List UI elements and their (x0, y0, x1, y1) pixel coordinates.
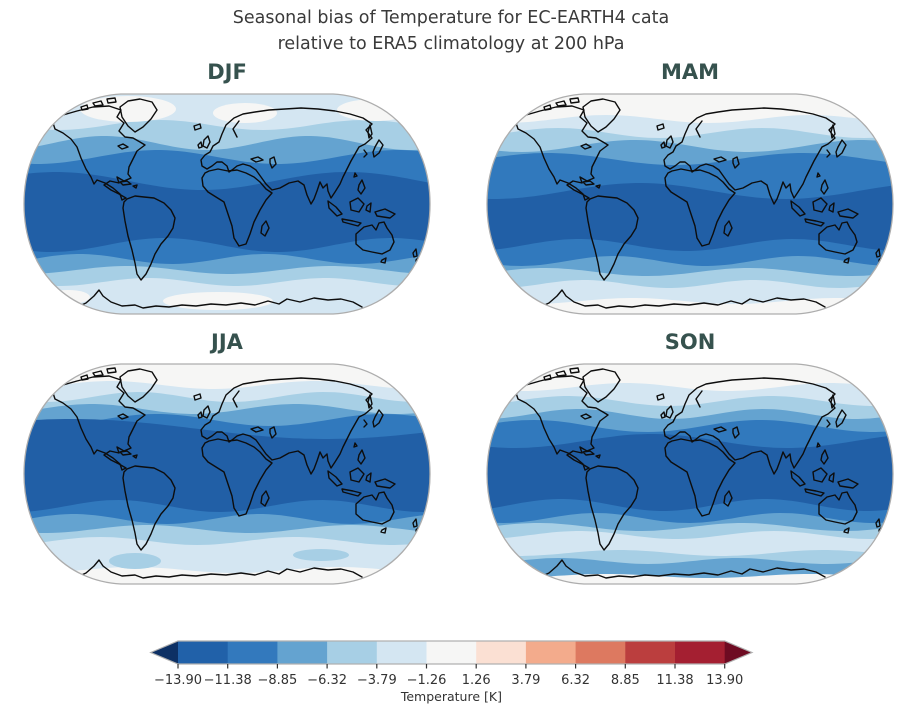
contour-patch (109, 553, 161, 569)
colorbar-tick-label: 13.90 (706, 673, 743, 688)
colorbar-tick-label: −8.85 (257, 673, 297, 688)
panel-son: SON (486, 327, 894, 585)
contour-patch (337, 99, 413, 121)
contour-patch (293, 549, 349, 561)
colorbar-segment (227, 641, 278, 664)
colorbar-segment (525, 641, 576, 664)
panel-title-son: SON (664, 330, 716, 354)
colorbar-tick-label: −1.26 (407, 673, 447, 688)
colorbar-tick-label: −11.38 (204, 673, 252, 688)
map-djf (23, 93, 431, 315)
map-border (486, 363, 894, 585)
contour-band (487, 574, 893, 584)
figure-title: Seasonal bias of Temperature for EC-EART… (0, 5, 902, 57)
colorbar-tick-label: 8.85 (611, 673, 640, 688)
panel-djf: DJF (23, 57, 431, 315)
panel-title-djf: DJF (207, 60, 247, 84)
panel-jja: JJA (23, 327, 431, 585)
map-jja (23, 363, 431, 585)
panel-title-jja: JJA (211, 330, 243, 354)
map-son (486, 363, 894, 585)
colorbar-tick-label: 3.79 (511, 673, 540, 688)
contour-band (24, 567, 430, 584)
colorbar-tick-label: −6.32 (307, 673, 347, 688)
panel-title-mam: MAM (660, 60, 720, 84)
colorbar-segment (327, 641, 378, 664)
panel-mam: MAM (486, 57, 894, 315)
colorbar-segment (178, 641, 229, 664)
colorbar-tick-label: 11.38 (656, 673, 693, 688)
colorbar: −13.90 −11.38 −8.85 −6.32 −3.79 −1.26 1.26 3.79… (149, 640, 754, 704)
colorbar-segment (575, 641, 626, 664)
contour-patch (80, 96, 176, 122)
contour-band (487, 298, 893, 314)
colorbar-segment (426, 641, 477, 664)
map-border (23, 93, 431, 315)
map-border (486, 93, 894, 315)
colorbar-under-arrow (150, 641, 178, 664)
contour-patch (163, 292, 273, 310)
colorbar-tick-label: 6.32 (561, 673, 590, 688)
colorbar-tick-label: 1.26 (462, 673, 491, 688)
colorbar-axis-label: Temperature [K] (400, 689, 502, 704)
figure-title-line1: Seasonal bias of Temperature for EC-EART… (232, 8, 670, 28)
colorbar-tick-label: −3.79 (357, 673, 397, 688)
colorbar-segment (376, 641, 427, 664)
colorbar-segment (625, 641, 676, 664)
map-border (23, 363, 431, 585)
colorbar-tick-label: −13.90 (154, 673, 202, 688)
figure-title-line2: relative to ERA5 climatology at 200 hPa (277, 34, 625, 54)
map-mam (486, 93, 894, 315)
colorbar-segment (277, 641, 328, 664)
colorbar-segment (675, 641, 726, 664)
colorbar-segment (476, 641, 527, 664)
colorbar-over-arrow (724, 641, 752, 664)
